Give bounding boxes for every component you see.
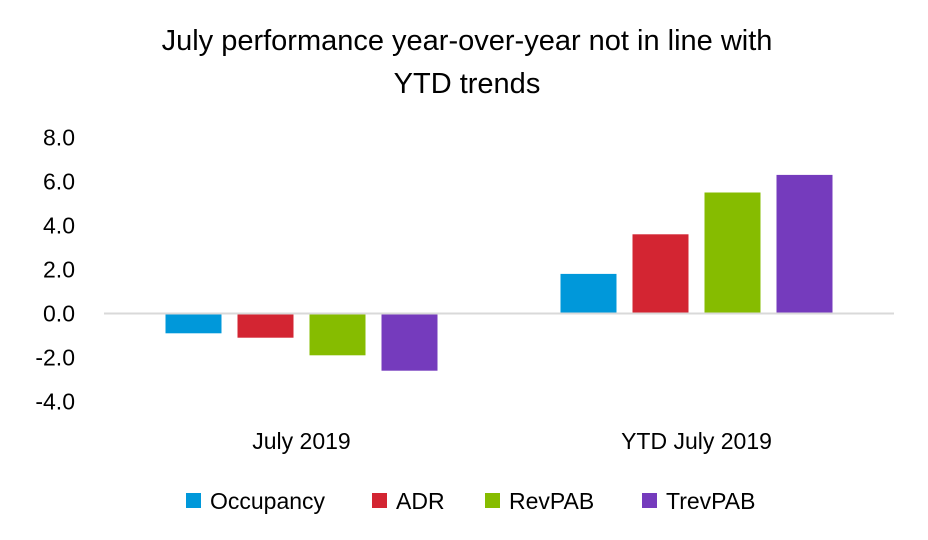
bars [165, 174, 833, 371]
y-tick-label: 4.0 [43, 213, 75, 239]
bar-revpab-ytd-july-2019 [704, 192, 761, 314]
bar-trevpab-ytd-july-2019 [776, 174, 833, 314]
y-tick-label: 0.0 [43, 301, 75, 327]
legend-label: Occupancy [210, 488, 326, 514]
legend-item-adr: ADR [372, 488, 445, 514]
bar-trevpab-july-2019 [381, 313, 438, 371]
legend-item-revpab: RevPAB [485, 488, 594, 514]
bar-adr-july-2019 [237, 313, 294, 338]
chart-title-line-2: YTD trends [394, 68, 541, 100]
x-axis: July 2019 YTD July 2019 [252, 428, 772, 454]
y-tick-label: 6.0 [43, 169, 75, 195]
legend-swatch [485, 493, 500, 508]
bar-revpab-july-2019 [309, 313, 366, 356]
legend-swatch [186, 493, 201, 508]
legend-item-trevpab: TrevPAB [642, 488, 755, 514]
y-axis: 8.0 6.0 4.0 2.0 0.0 -2.0 -4.0 [35, 125, 75, 415]
legend-swatch [642, 493, 657, 508]
x-category-label: July 2019 [252, 428, 350, 454]
legend: Occupancy ADR RevPAB TrevPAB [186, 488, 755, 514]
x-category-label: YTD July 2019 [621, 428, 772, 454]
chart-title-line-1: July performance year-over-year not in l… [162, 25, 773, 57]
chart-title: July performance year-over-year not in l… [162, 25, 773, 100]
legend-item-occupancy: Occupancy [186, 488, 326, 514]
bar-occupancy-ytd-july-2019 [560, 273, 617, 314]
bar-occupancy-july-2019 [165, 313, 222, 334]
y-tick-label: 2.0 [43, 257, 75, 283]
y-tick-label: -2.0 [35, 345, 75, 371]
legend-label: RevPAB [509, 488, 594, 514]
y-tick-label: -4.0 [35, 389, 75, 415]
legend-swatch [372, 493, 387, 508]
bar-adr-ytd-july-2019 [632, 234, 689, 314]
legend-label: ADR [396, 488, 445, 514]
y-tick-label: 8.0 [43, 125, 75, 151]
legend-label: TrevPAB [666, 488, 755, 514]
